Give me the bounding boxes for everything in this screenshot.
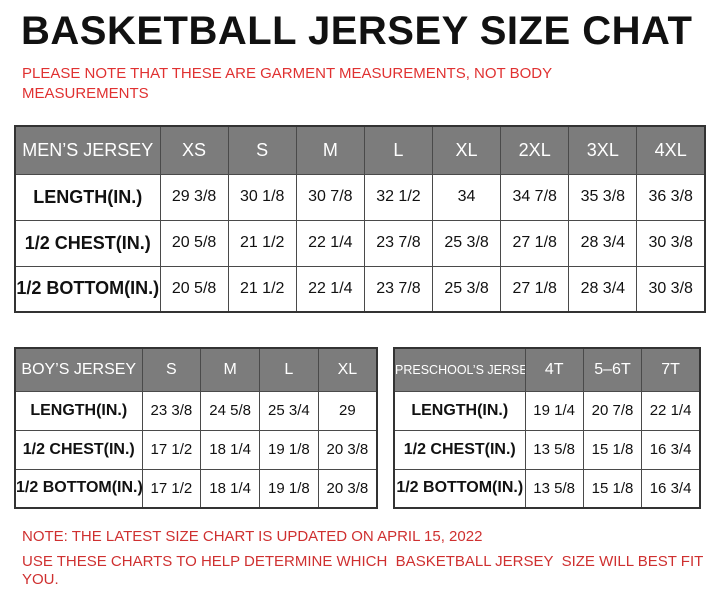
mens-header-row: MEN’S JERSEY XS S M L XL 2XL 3XL 4XL — [14, 125, 706, 175]
value-cell: 20 7/8 — [582, 390, 643, 431]
value-cell: 28 3/4 — [568, 265, 638, 313]
row-label-cell: 1/2 BOTTOM(IN.) — [14, 265, 161, 313]
value-cell: 23 7/8 — [363, 219, 434, 267]
value-cell: 22 1/4 — [295, 219, 365, 267]
boys-size-header-l: L — [259, 347, 319, 392]
update-date-note: NOTE: THE LATEST SIZE CHART IS UPDATED O… — [22, 528, 483, 545]
value-cell: 30 3/8 — [636, 219, 706, 267]
preschool-chest-row: 1/2 CHEST(IN.) 13 5/8 15 1/8 16 3/4 — [393, 429, 701, 470]
value-cell: 25 3/8 — [431, 265, 502, 313]
row-label-cell: LENGTH(IN.) — [14, 390, 143, 431]
value-cell: 13 5/8 — [524, 468, 584, 509]
value-cell: 30 3/8 — [636, 265, 706, 313]
value-cell: 19 1/4 — [524, 390, 584, 431]
value-cell: 16 3/4 — [641, 429, 701, 470]
value-cell: 17 1/2 — [141, 429, 202, 470]
mens-size-header-xs: XS — [159, 125, 229, 175]
row-label-cell: 1/2 CHEST(IN.) — [14, 219, 161, 267]
page-title: BASKETBALL JERSEY SIZE CHAT — [21, 9, 693, 53]
mens-jersey-table: MEN’S JERSEY XS S M L XL 2XL 3XL 4XL LEN… — [14, 125, 706, 313]
row-label-cell: 1/2 CHEST(IN.) — [14, 429, 143, 470]
mens-bottom-row: 1/2 BOTTOM(IN.) 20 5/8 21 1/2 22 1/4 23 … — [14, 265, 706, 313]
boys-size-header-m: M — [200, 347, 260, 392]
value-cell: 25 3/8 — [431, 219, 502, 267]
boys-jersey-table: BOY’S JERSEY S M L XL LENGTH(IN.) 23 3/8… — [14, 347, 378, 509]
garment-note-line1: PLEASE NOTE THAT THESE ARE GARMENT MEASU… — [22, 65, 553, 82]
preschool-size-header-56t: 5–6T — [582, 347, 643, 392]
row-label-cell: 1/2 CHEST(IN.) — [393, 429, 526, 470]
value-cell: 20 5/8 — [159, 219, 229, 267]
mens-size-header-4xl: 4XL — [636, 125, 706, 175]
value-cell: 20 5/8 — [159, 265, 229, 313]
preschool-length-row: LENGTH(IN.) 19 1/4 20 7/8 22 1/4 — [393, 390, 701, 431]
mens-size-header-xl: XL — [431, 125, 502, 175]
preschool-table-title: PRESCHOOL’S JERSEY — [393, 347, 526, 392]
mens-size-header-3xl: 3XL — [568, 125, 638, 175]
bottom-tables-row: BOY’S JERSEY S M L XL LENGTH(IN.) 23 3/8… — [14, 347, 720, 509]
value-cell: 29 — [317, 390, 378, 431]
boys-length-row: LENGTH(IN.) 23 3/8 24 5/8 25 3/4 29 — [14, 390, 378, 431]
value-cell: 20 3/8 — [317, 468, 378, 509]
value-cell: 32 1/2 — [363, 173, 434, 221]
mens-size-header-2xl: 2XL — [500, 125, 570, 175]
value-cell: 23 3/8 — [141, 390, 202, 431]
value-cell: 34 — [431, 173, 502, 221]
preschool-header-row: PRESCHOOL’S JERSEY 4T 5–6T 7T — [393, 347, 701, 392]
boys-header-row: BOY’S JERSEY S M L XL — [14, 347, 378, 392]
value-cell: 15 1/8 — [582, 468, 643, 509]
mens-size-header-l: L — [363, 125, 434, 175]
value-cell: 35 3/8 — [568, 173, 638, 221]
value-cell: 28 3/4 — [568, 219, 638, 267]
boys-size-header-xl: XL — [317, 347, 378, 392]
row-label-cell: 1/2 BOTTOM(IN.) — [393, 468, 526, 509]
preschool-jersey-table: PRESCHOOL’S JERSEY 4T 5–6T 7T LENGTH(IN.… — [393, 347, 701, 509]
boys-size-header-s: S — [141, 347, 202, 392]
value-cell: 19 1/8 — [259, 429, 319, 470]
preschool-size-header-4t: 4T — [524, 347, 584, 392]
fit-advice-note: USE THESE CHARTS TO HELP DETERMINE WHICH… — [22, 553, 707, 588]
mens-size-header-m: M — [295, 125, 365, 175]
value-cell: 20 3/8 — [317, 429, 378, 470]
value-cell: 36 3/8 — [636, 173, 706, 221]
value-cell: 22 1/4 — [641, 390, 701, 431]
value-cell: 17 1/2 — [141, 468, 202, 509]
mens-length-row: LENGTH(IN.) 29 3/8 30 1/8 30 7/8 32 1/2 … — [14, 173, 706, 221]
value-cell: 27 1/8 — [500, 219, 570, 267]
value-cell: 24 5/8 — [200, 390, 260, 431]
value-cell: 30 1/8 — [227, 173, 297, 221]
value-cell: 18 1/4 — [200, 429, 260, 470]
row-label-cell: LENGTH(IN.) — [393, 390, 526, 431]
row-label-cell: LENGTH(IN.) — [14, 173, 161, 221]
value-cell: 23 7/8 — [363, 265, 434, 313]
value-cell: 18 1/4 — [200, 468, 260, 509]
mens-table-title: MEN’S JERSEY — [14, 125, 161, 175]
value-cell: 21 1/2 — [227, 219, 297, 267]
garment-note-line2: MEASUREMENTS — [22, 85, 149, 102]
mens-chest-row: 1/2 CHEST(IN.) 20 5/8 21 1/2 22 1/4 23 7… — [14, 219, 706, 267]
row-label-cell: 1/2 BOTTOM(IN.) — [14, 468, 143, 509]
value-cell: 15 1/8 — [582, 429, 643, 470]
value-cell: 16 3/4 — [641, 468, 701, 509]
value-cell: 30 7/8 — [295, 173, 365, 221]
preschool-size-header-7t: 7T — [641, 347, 701, 392]
value-cell: 29 3/8 — [159, 173, 229, 221]
mens-size-header-s: S — [227, 125, 297, 175]
value-cell: 27 1/8 — [500, 265, 570, 313]
value-cell: 22 1/4 — [295, 265, 365, 313]
value-cell: 19 1/8 — [259, 468, 319, 509]
boys-chest-row: 1/2 CHEST(IN.) 17 1/2 18 1/4 19 1/8 20 3… — [14, 429, 378, 470]
boys-bottom-row: 1/2 BOTTOM(IN.) 17 1/2 18 1/4 19 1/8 20 … — [14, 468, 378, 509]
value-cell: 25 3/4 — [259, 390, 319, 431]
value-cell: 34 7/8 — [500, 173, 570, 221]
boys-table-title: BOY’S JERSEY — [14, 347, 143, 392]
garment-measurements-note: PLEASE NOTE THAT THESE ARE GARMENT MEASU… — [22, 64, 720, 104]
value-cell: 13 5/8 — [524, 429, 584, 470]
value-cell: 21 1/2 — [227, 265, 297, 313]
preschool-bottom-row: 1/2 BOTTOM(IN.) 13 5/8 15 1/8 16 3/4 — [393, 468, 701, 509]
